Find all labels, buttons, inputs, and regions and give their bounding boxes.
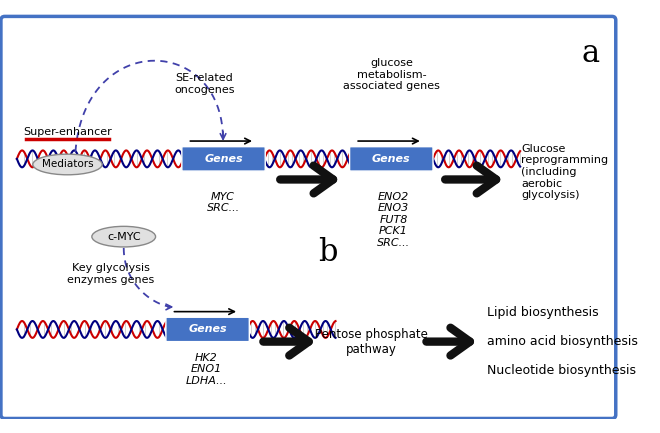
Text: a: a (581, 39, 599, 69)
FancyArrowPatch shape (426, 328, 470, 355)
FancyBboxPatch shape (350, 147, 433, 171)
Text: Pentose phosphate
pathway: Pentose phosphate pathway (315, 328, 428, 355)
Text: Lipid biosynthesis: Lipid biosynthesis (487, 306, 599, 319)
FancyArrowPatch shape (280, 165, 333, 194)
Text: amino acid biosynthesis: amino acid biosynthesis (487, 335, 638, 348)
Text: MYC
SRC...: MYC SRC... (207, 192, 240, 213)
Text: Mediators: Mediators (42, 159, 93, 169)
Text: Super-enhancer: Super-enhancer (23, 127, 112, 137)
Ellipse shape (33, 154, 102, 175)
Text: Key glycolysis
enzymes genes: Key glycolysis enzymes genes (67, 263, 154, 285)
Text: c-MYC: c-MYC (107, 232, 141, 242)
Text: ENO2
ENO3
FUT8
PCK1
SRC...: ENO2 ENO3 FUT8 PCK1 SRC... (377, 192, 411, 248)
Text: SE-related
oncogenes: SE-related oncogenes (174, 73, 234, 95)
FancyArrowPatch shape (445, 165, 496, 194)
FancyArrowPatch shape (263, 328, 309, 355)
Text: Genes: Genes (204, 154, 243, 164)
Text: b: b (318, 237, 338, 268)
Ellipse shape (92, 226, 156, 247)
FancyBboxPatch shape (1, 16, 616, 418)
Text: Genes: Genes (188, 324, 227, 334)
Text: glucose
metabolism-
associated genes: glucose metabolism- associated genes (343, 58, 440, 91)
Text: HK2
ENO1
LDHA...: HK2 ENO1 LDHA... (185, 353, 227, 386)
Text: Glucose
reprogramming
(including
aerobic
glycolysis): Glucose reprogramming (including aerobic… (521, 144, 609, 200)
Text: Genes: Genes (372, 154, 411, 164)
FancyBboxPatch shape (182, 147, 265, 171)
FancyBboxPatch shape (166, 317, 249, 342)
Text: Nucleotide biosynthesis: Nucleotide biosynthesis (487, 364, 636, 377)
